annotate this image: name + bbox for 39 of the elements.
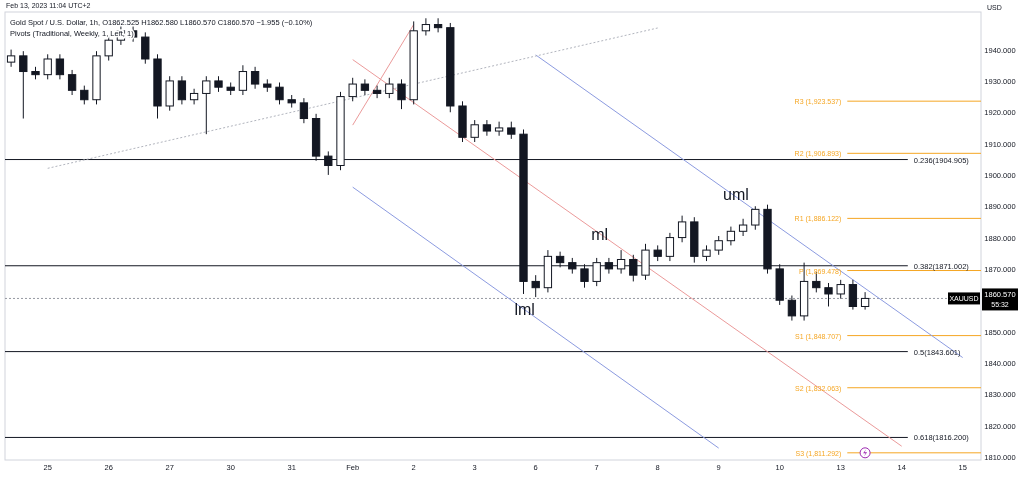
candlestick — [202, 75, 211, 135]
candlestick — [238, 64, 248, 96]
candlestick — [177, 75, 187, 105]
candlestick — [80, 85, 89, 105]
candlestick — [494, 121, 504, 137]
candlestick — [836, 279, 845, 300]
series-label: uml — [723, 186, 749, 204]
candlestick — [714, 235, 723, 256]
candlestick — [738, 218, 748, 237]
candlestick — [43, 53, 52, 80]
candlestick — [751, 205, 760, 231]
candlestick — [189, 88, 199, 105]
candlestick — [141, 31, 150, 65]
candlestick — [397, 78, 406, 110]
candlestick — [6, 49, 16, 68]
candlestick — [860, 291, 870, 311]
candlestick — [433, 17, 443, 33]
candlestick — [385, 77, 394, 99]
series-label: lml — [514, 300, 535, 318]
candlestick — [726, 226, 736, 246]
candlestick — [55, 53, 65, 80]
series-label: ml — [591, 225, 609, 243]
candlestick — [360, 78, 370, 96]
candlestick — [421, 17, 431, 36]
candlestick — [482, 119, 492, 137]
candlestick — [299, 97, 309, 124]
candlestick — [275, 81, 284, 105]
candlestick — [665, 232, 675, 262]
candlestick — [348, 77, 357, 102]
candlestick — [848, 279, 858, 311]
candlestick — [824, 282, 833, 307]
candlestick — [787, 295, 797, 322]
candlestick — [677, 215, 687, 243]
candlestick — [470, 119, 479, 143]
candlestick — [250, 66, 260, 90]
candlestick — [372, 85, 382, 99]
candlestick — [531, 274, 540, 298]
candlestick — [19, 50, 28, 120]
candlestick — [67, 69, 77, 96]
